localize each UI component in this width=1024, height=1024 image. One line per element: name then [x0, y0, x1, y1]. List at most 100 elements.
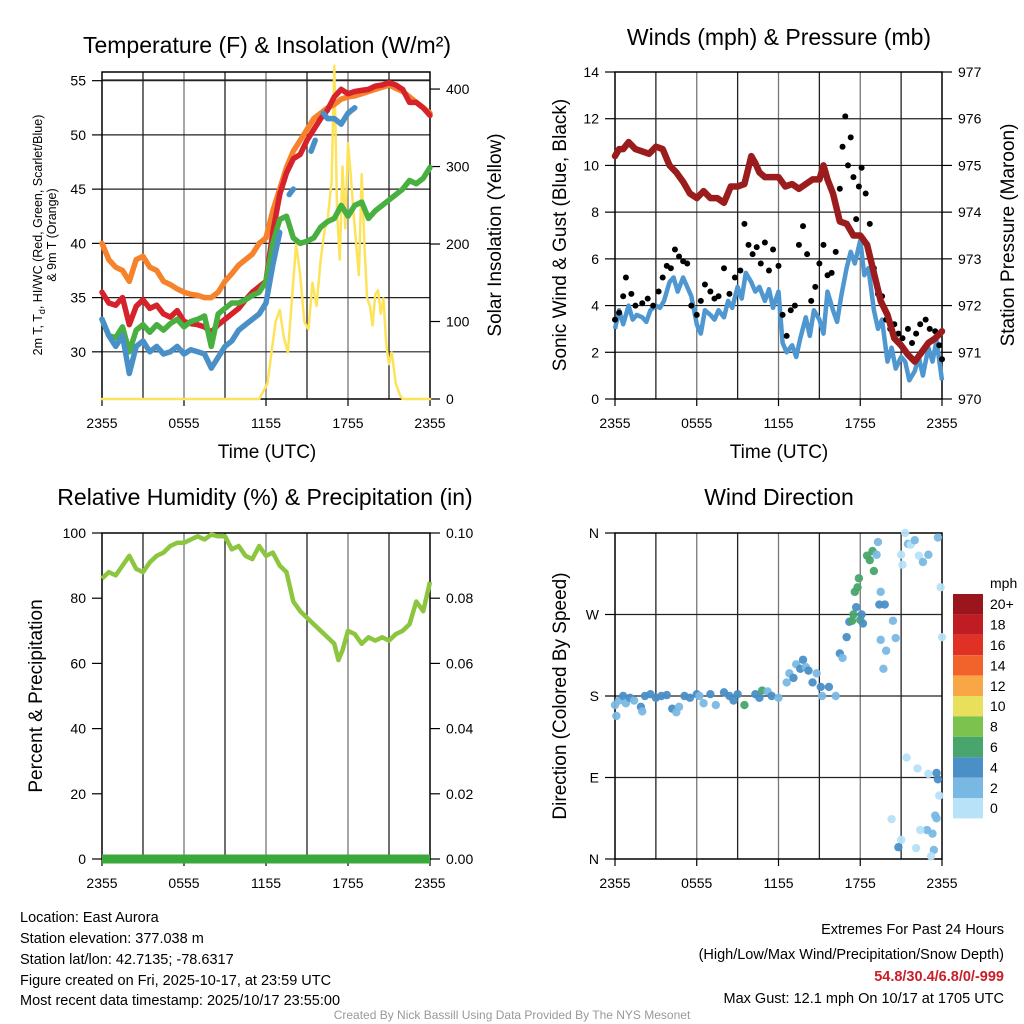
- right-tick-label: 0: [446, 391, 454, 407]
- gust-point: [800, 223, 807, 230]
- direction-point: [849, 610, 858, 619]
- y-tick-label: 40: [70, 721, 86, 737]
- gust-point: [862, 190, 869, 197]
- legend-title: mph: [990, 575, 1017, 591]
- gust-point: [922, 316, 929, 323]
- footer-created: Figure created on Fri, 2025-10-17, at 23…: [20, 973, 331, 989]
- direction-point: [929, 845, 939, 855]
- direction-point: [876, 635, 885, 645]
- legend-swatch: [953, 757, 983, 778]
- gust-point: [715, 293, 722, 300]
- legend-swatch: [953, 798, 983, 819]
- gust-point: [721, 265, 727, 272]
- footer-latlon: Station lat/lon: 42.7135; -78.6317: [20, 952, 234, 968]
- gust-point: [936, 342, 943, 349]
- direction-point: [817, 691, 827, 701]
- gust-point: [858, 164, 865, 171]
- gust-point: [855, 183, 862, 190]
- right-tick-label: 300: [446, 159, 470, 175]
- y-tick-label: 8: [591, 204, 599, 220]
- gust-point: [757, 260, 764, 267]
- right-tick-label: 0.02: [446, 786, 473, 802]
- temperature-title: Temperature (F) & Insolation (W/m²): [83, 32, 451, 58]
- direction-point: [804, 666, 813, 675]
- legend-label: 8: [990, 719, 998, 735]
- legend-label: 10: [990, 698, 1006, 714]
- y-tick-label: 6: [591, 251, 599, 267]
- gust-point: [616, 309, 623, 316]
- winds-title: Winds (mph) & Pressure (mb): [627, 24, 931, 50]
- direction-point: [898, 560, 907, 569]
- right-tick-label: 971: [958, 344, 982, 360]
- gust-point: [644, 295, 651, 302]
- gust-point: [676, 253, 683, 260]
- y-tick-label: 45: [70, 181, 86, 197]
- direction-point: [782, 678, 791, 687]
- x-tick-label: 1155: [763, 415, 793, 431]
- gust-point: [839, 143, 846, 150]
- direction-point: [933, 775, 943, 784]
- gust-point: [632, 302, 639, 309]
- direction-point: [699, 699, 708, 708]
- right-tick-label: 976: [958, 111, 982, 127]
- gust-point: [844, 162, 851, 169]
- direction-point: [774, 693, 783, 703]
- humidity-panel: Relative Humidity (%) & Precipitation (i…: [26, 484, 473, 891]
- direction-point: [879, 664, 888, 674]
- legend-label: 4: [990, 759, 998, 775]
- gust-point: [701, 281, 708, 288]
- x-tick-label: 2355: [926, 875, 957, 891]
- gust-point: [671, 246, 678, 253]
- legend-swatch: [953, 614, 983, 635]
- legend-swatch: [953, 696, 983, 717]
- direction-point: [914, 551, 924, 560]
- gust-point: [842, 113, 849, 120]
- direction-point: [685, 693, 695, 703]
- direction-point: [869, 566, 879, 576]
- legend-swatch: [953, 675, 983, 696]
- direction-point: [937, 632, 947, 642]
- y-tick-label: S: [590, 688, 599, 704]
- direction-point: [876, 587, 885, 597]
- gust-point: [775, 262, 782, 269]
- direction-point: [894, 843, 903, 852]
- series-line-temp9m: [99, 82, 433, 301]
- gust-point: [737, 267, 744, 274]
- gust-point: [904, 325, 911, 332]
- gust-point: [667, 265, 674, 272]
- gust-point: [899, 335, 906, 342]
- sonic-wind-line: [612, 237, 945, 383]
- direction-point: [924, 769, 933, 779]
- y-tick-label: 2: [591, 344, 599, 360]
- x-tick-label: 1755: [845, 875, 876, 891]
- direction-point: [901, 528, 910, 538]
- gust-point: [770, 246, 777, 253]
- y-tick-label: 100: [63, 525, 87, 541]
- y-tick-label: N: [589, 525, 599, 541]
- gust-point: [726, 290, 733, 297]
- direction-point: [926, 852, 936, 861]
- direction-point: [932, 768, 941, 778]
- gust-point: [917, 321, 924, 328]
- legend-label: 20+: [990, 596, 1014, 612]
- gust-point: [895, 330, 902, 337]
- direction-point: [618, 691, 628, 701]
- direction-point: [935, 791, 944, 800]
- legend-label: 6: [990, 739, 998, 755]
- direction-point: [838, 653, 847, 663]
- gust-point: [795, 241, 802, 248]
- speed-legend: 20+ 18 16 14 12 10 8 6 4 2 0: [953, 594, 1014, 819]
- x-tick-label: 0555: [168, 415, 199, 431]
- direction-point: [854, 574, 864, 583]
- winds-ylabel-left: Sonic Wind & Gust (Blue, Black): [550, 99, 571, 371]
- gust-point: [866, 220, 873, 227]
- gust-point: [850, 174, 857, 181]
- direction-point: [674, 702, 684, 712]
- direction-point: [922, 825, 932, 835]
- right-tick-label: 400: [446, 81, 470, 97]
- y-tick-label: 0: [78, 851, 86, 867]
- direction-point: [924, 550, 933, 559]
- legend-label: 0: [990, 800, 998, 816]
- y-tick-label: 12: [583, 111, 599, 127]
- y-tick-label: N: [589, 851, 599, 867]
